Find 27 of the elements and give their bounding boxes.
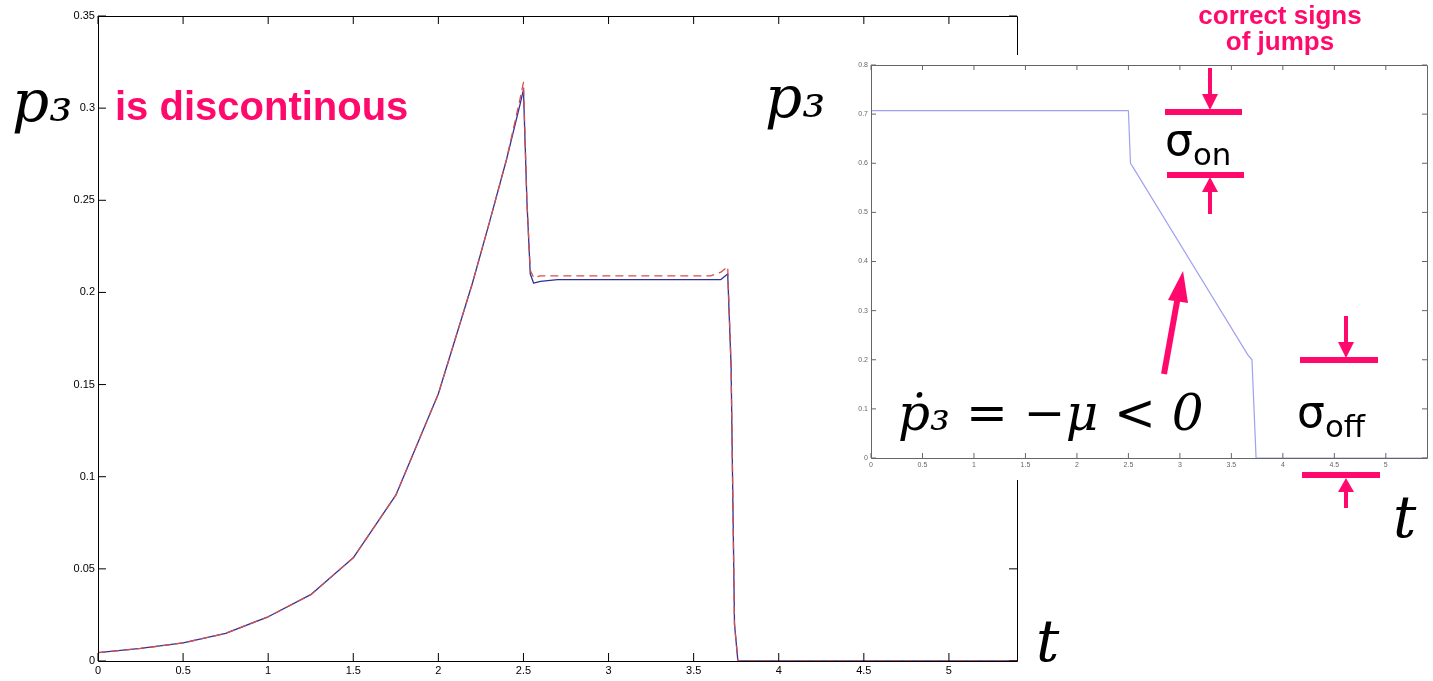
annotation: is discontinous [115,84,409,128]
x-tick-label: 0.5 [175,663,191,676]
x-tick-label: 4.5 [856,663,872,676]
y-tick-label: 0.05 [73,561,95,574]
x-axis-title: t [1393,483,1417,551]
annotation: σ$_{off}$ [1297,386,1365,444]
y-tick-label: 0.25 [73,193,95,206]
x-tick-label: 1 [265,663,272,676]
annotation: σ$_{on}$ [1165,114,1232,172]
x-tick-label: 1.5 [345,663,361,676]
y-tick-label: 0 [88,654,95,667]
x-tick-label: 4 [775,663,782,676]
x-tick-label: 3 [605,663,612,676]
y-tick-label: 0.2 [79,285,95,298]
x-tick-label: 3.5 [686,663,702,676]
x-tick-label: 5 [945,663,952,676]
y-axis-title: p₃ [12,67,73,135]
y-tick-label: 0.35 [73,9,95,22]
x-tick-label: 2 [435,663,442,676]
x-axis-title: t [1036,607,1060,675]
text: correct signs of jumps [1197,0,1363,56]
x-tick-label: 2.5 [515,663,532,676]
y-tick-label: 0.15 [73,377,95,390]
annotation: ṗ₃ = −μ < 0 [898,384,1204,442]
y-tick-label: 0.3 [79,101,95,114]
y-tick-label: 0.1 [79,469,95,482]
y-axis-title: p₃ [765,63,826,131]
